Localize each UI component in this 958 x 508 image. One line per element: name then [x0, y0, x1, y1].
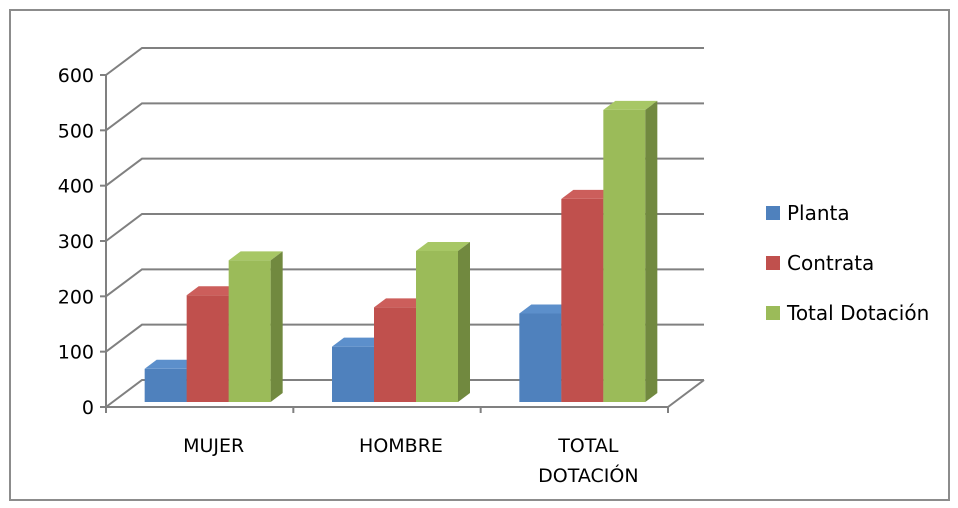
bar-front	[144, 368, 187, 402]
y-tick-label: 0	[82, 397, 94, 419]
gridline	[105, 323, 704, 353]
legend-swatch	[766, 206, 780, 220]
bar-front	[561, 198, 604, 402]
bar-top	[332, 337, 386, 347]
bar-top	[228, 251, 283, 261]
x-category-label: TOTAL	[557, 435, 619, 457]
y-tick-label: 600	[58, 65, 94, 87]
bar	[416, 241, 470, 402]
bar-front	[603, 109, 646, 402]
bar-front	[519, 313, 562, 402]
y-tick-label: 300	[58, 231, 94, 253]
bar-front	[374, 307, 416, 402]
bar-front	[186, 295, 229, 402]
gridline	[105, 379, 704, 408]
bar	[228, 251, 283, 402]
gridline	[105, 47, 704, 76]
legend-label: Planta	[787, 201, 850, 225]
legend-label: Contrata	[787, 251, 874, 275]
x-category-label: HOMBRE	[359, 435, 443, 457]
axes	[100, 74, 669, 413]
bar-top	[144, 359, 199, 369]
bar-side	[270, 251, 283, 402]
legend-swatch	[766, 256, 780, 270]
bar	[603, 100, 658, 402]
bar-top	[603, 100, 658, 110]
y-tick-label: 100	[58, 342, 94, 364]
bar-top	[374, 298, 428, 308]
floor-edge	[667, 379, 705, 408]
y-tick-label: 500	[58, 120, 94, 142]
gridlines	[105, 47, 705, 408]
bar-top	[186, 286, 241, 296]
bar-top	[416, 241, 470, 251]
gridline	[105, 268, 704, 298]
gridline	[105, 157, 704, 187]
gridline	[105, 213, 704, 242]
bar-front	[332, 346, 374, 402]
y-tick-label: 400	[58, 176, 94, 198]
gridline	[105, 102, 704, 132]
legend-swatch	[766, 306, 780, 320]
x-category-label: MUJER	[183, 435, 244, 457]
x-category-label: DOTACIÓN	[538, 463, 638, 487]
bar-side	[645, 100, 658, 402]
bar-side	[458, 241, 470, 402]
bar-front	[228, 260, 271, 402]
legend: Planta Contrata Total Dotación	[766, 201, 929, 325]
bar-top	[519, 304, 574, 314]
bar-top	[561, 189, 616, 199]
axis-labels: 0 100 200 300 400 500 600 MUJER HOMBRE TOTAL DOTAC…	[58, 65, 639, 487]
chart-frame	[9, 9, 950, 501]
bar-front	[416, 250, 458, 402]
bars	[144, 100, 658, 402]
y-tick-label: 200	[58, 286, 94, 308]
legend-label: Total Dotación	[786, 301, 929, 325]
